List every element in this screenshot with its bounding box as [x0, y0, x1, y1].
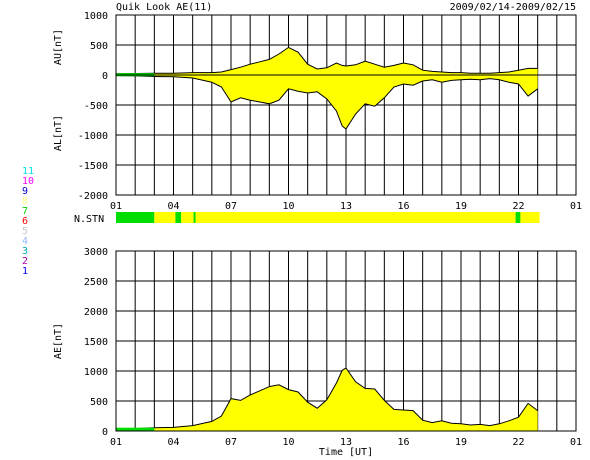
- n-stn-bar: [116, 212, 540, 223]
- au-al-y-tick-label: -1000: [78, 131, 108, 142]
- au-axis-label: AU[nT]: [53, 29, 64, 65]
- station-legend-entry: 3: [22, 246, 28, 257]
- n-stn-label: N.STN: [74, 214, 104, 225]
- au-al-y-tick-label: -500: [84, 101, 108, 112]
- au-al-y-tick-label: -1500: [78, 161, 108, 172]
- al-axis-label: AL[nT]: [53, 115, 64, 151]
- n-stn-segment: [116, 212, 155, 223]
- date-range: 2009/02/14-2009/02/15: [450, 2, 576, 13]
- station-legend-entry: 11: [22, 166, 34, 177]
- ae-x-tick-label: 13: [340, 437, 352, 448]
- n-stn-segment: [195, 212, 516, 223]
- ae-x-tick-label: 19: [455, 437, 467, 448]
- au-al-x-tick-label: 13: [340, 201, 352, 212]
- ae-frame: [115, 250, 577, 432]
- station-legend-entry: 6: [22, 216, 28, 227]
- au-al-x-tick-label: 10: [282, 201, 294, 212]
- ae-y-tick-label: 2000: [84, 307, 108, 318]
- n-stn-segment: [520, 212, 540, 223]
- au-al-x-tick-label: 22: [512, 201, 524, 212]
- ae-y-tick-label: 3000: [84, 247, 108, 258]
- au-al-x-tick-label: 04: [167, 201, 179, 212]
- ae-x-tick-label: 10: [282, 437, 294, 448]
- au-al-x-tick-label: 01: [110, 201, 122, 212]
- station-legend-entry: 9: [22, 186, 28, 197]
- ae-area: [115, 367, 538, 431]
- ae-panel: 3000 2500 2000 1500 1000 500 0 01 04 07 10 13 16 19 2…: [53, 247, 582, 458]
- ae-series-line: [115, 367, 538, 430]
- n-stn-strip: N.STN: [74, 212, 540, 225]
- figure-title: Quik Look AE(11): [116, 2, 212, 13]
- n-stn-segment: [175, 212, 182, 223]
- au-al-y-ticks: 1000 500 0 -500 -1000 -1500 -2000: [78, 11, 108, 202]
- au-al-y-tick-label: 500: [90, 41, 108, 52]
- ae-x-ticks: 01 04 07 10 13 16 19 22 01: [110, 437, 582, 448]
- station-legend-entry: 8: [22, 196, 28, 207]
- station-legend-entry: 5: [22, 226, 28, 237]
- ae-x-tick-label: 04: [167, 437, 179, 448]
- ae-x-tick-label: 07: [225, 437, 237, 448]
- ae-axis-label: AE[nT]: [53, 323, 64, 359]
- au-al-x-tick-label: 01: [570, 201, 582, 212]
- ae-x-tick-label: 01: [110, 437, 122, 448]
- n-stn-segment: [154, 212, 176, 223]
- au-al-x-tick-label: 19: [455, 201, 467, 212]
- au-al-panel: 1000 500 0 -500 -1000 -1500 -2000 01 04 07 10 13 16…: [53, 11, 582, 212]
- n-stn-segment: [515, 212, 521, 223]
- au-al-frame: [115, 14, 577, 196]
- station-legend-entry: 2: [22, 256, 28, 267]
- ae-low-station-fill: [116, 427, 155, 431]
- ae-y-tick-label: 1000: [84, 367, 108, 378]
- ae-y-tick-label: 1500: [84, 337, 108, 348]
- au-al-y-tick-label: 0: [102, 71, 108, 82]
- au-al-y-tick-label: 1000: [84, 11, 108, 22]
- ae-y-tick-label: 0: [102, 427, 108, 438]
- ae-x-tick-label: 01: [570, 437, 582, 448]
- station-legend-entry: 7: [22, 206, 28, 217]
- station-legend-entry: 10: [22, 176, 34, 187]
- station-legend-entry: 1: [22, 266, 28, 277]
- ae-y-tick-label: 500: [90, 397, 108, 408]
- au-al-area: [115, 46, 576, 130]
- au-al-x-tick-label: 07: [225, 201, 237, 212]
- n-stn-segment: [193, 212, 196, 223]
- au-al-y-tick-label: -2000: [78, 191, 108, 202]
- au-al-fill: [116, 47, 538, 129]
- ae-y-tick-label: 2500: [84, 277, 108, 288]
- ae-y-ticks: 3000 2500 2000 1500 1000 500 0: [84, 247, 108, 438]
- au-series-line: [115, 46, 538, 75]
- au-al-x-ticks: 01 04 07 10 13 16 19 22 01: [110, 201, 582, 212]
- station-legend-entry: 4: [22, 236, 28, 247]
- ae-x-tick-label: 16: [397, 437, 409, 448]
- au-al-x-tick-label: 16: [397, 201, 409, 212]
- n-stn-segment: [181, 212, 194, 223]
- x-axis-label: Time [UT]: [319, 447, 373, 458]
- ae-x-tick-label: 22: [512, 437, 524, 448]
- al-series-line: [115, 75, 538, 130]
